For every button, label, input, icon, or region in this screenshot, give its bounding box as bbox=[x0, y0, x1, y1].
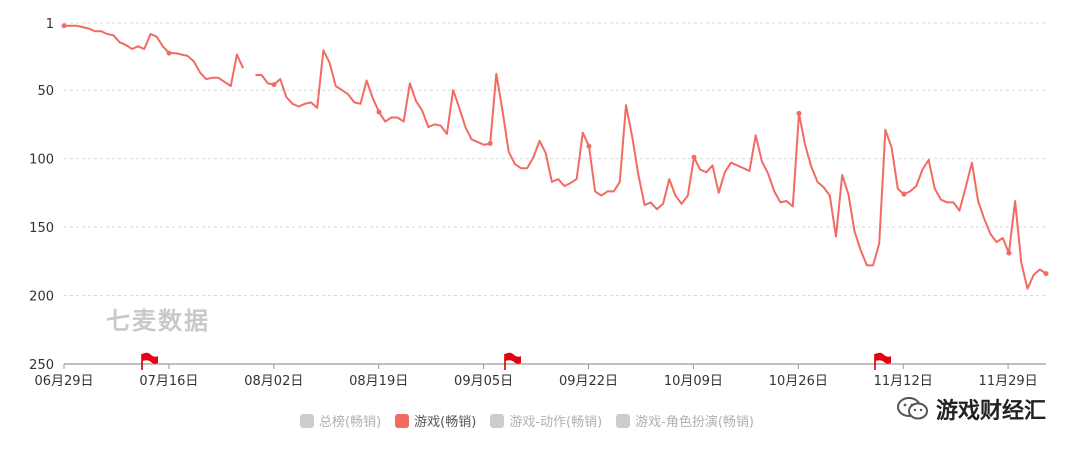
data-point[interactable] bbox=[166, 50, 172, 56]
legend-label: 总榜(畅销) bbox=[319, 415, 382, 430]
data-point[interactable] bbox=[271, 82, 277, 88]
x-tick-label: 07月16日 bbox=[139, 374, 198, 389]
data-point[interactable] bbox=[487, 141, 493, 147]
x-tick-label: 10月09日 bbox=[664, 374, 723, 389]
y-tick-label: 150 bbox=[29, 221, 54, 236]
y-tick-label: 50 bbox=[37, 84, 54, 99]
y-tick-label: 200 bbox=[29, 290, 54, 305]
y-tick-label: 100 bbox=[29, 153, 54, 168]
legend: 总榜(畅销) 游戏(畅销) 游戏-动作(畅销) 游戏-角色扮演(畅销) bbox=[300, 411, 754, 430]
series-line bbox=[255, 49, 1047, 290]
series-game-bestseller bbox=[61, 23, 1049, 290]
data-point[interactable] bbox=[376, 109, 382, 115]
event-flag-icon[interactable] bbox=[504, 352, 521, 370]
event-flag-icon[interactable] bbox=[141, 352, 158, 370]
chart-watermark: 七麦数据 bbox=[106, 307, 210, 335]
x-axis: 06月29日 07月16日 08月02日 08月19日 09月05日 09月22日 10月0… bbox=[34, 363, 1046, 389]
data-point[interactable] bbox=[1006, 250, 1012, 256]
legend-item-game-bestseller[interactable]: 游戏(畅销) bbox=[395, 411, 476, 430]
event-flags bbox=[141, 352, 891, 370]
data-point[interactable] bbox=[691, 154, 697, 160]
legend-label: 游戏(畅销) bbox=[414, 415, 477, 430]
legend-swatch bbox=[616, 413, 631, 428]
legend-item-game-rpg-bestseller[interactable]: 游戏-角色扮演(畅销) bbox=[616, 411, 754, 430]
x-tick-label: 11月29日 bbox=[979, 374, 1038, 389]
x-tick-label: 08月02日 bbox=[244, 374, 303, 389]
legend-item-total-bestseller[interactable]: 总榜(畅销) bbox=[300, 411, 381, 430]
data-point[interactable] bbox=[61, 23, 67, 29]
y-tick-label: 1 bbox=[46, 17, 54, 32]
x-tick-label: 11月12日 bbox=[874, 374, 933, 389]
legend-label: 游戏-角色扮演(畅销) bbox=[635, 415, 754, 430]
brand-label: 游戏财经汇 bbox=[935, 399, 1046, 424]
data-point[interactable] bbox=[1043, 271, 1049, 277]
data-point[interactable] bbox=[796, 110, 802, 116]
legend-item-game-action-bestseller[interactable]: 游戏-动作(畅销) bbox=[490, 411, 602, 430]
x-tick-label: 09月22日 bbox=[559, 374, 618, 389]
x-tick-label: 09月05日 bbox=[454, 374, 513, 389]
legend-swatch bbox=[300, 413, 314, 428]
legend-label: 游戏-动作(畅销) bbox=[509, 415, 603, 430]
y-tick-label: 250 bbox=[29, 358, 54, 373]
x-tick-label: 06月29日 bbox=[34, 374, 93, 389]
series-line bbox=[64, 24, 245, 87]
x-tick-label: 10月26日 bbox=[769, 374, 828, 389]
wechat-icon bbox=[896, 396, 930, 422]
legend-swatch bbox=[490, 413, 505, 428]
data-point[interactable] bbox=[901, 191, 907, 197]
legend-swatch bbox=[395, 413, 410, 428]
x-tick-label: 08月19日 bbox=[349, 374, 408, 389]
brand-watermark: 游戏财经汇 bbox=[896, 393, 1046, 425]
data-point[interactable] bbox=[586, 143, 592, 149]
grid-lines bbox=[64, 22, 1046, 297]
event-flag-icon[interactable] bbox=[874, 352, 891, 370]
